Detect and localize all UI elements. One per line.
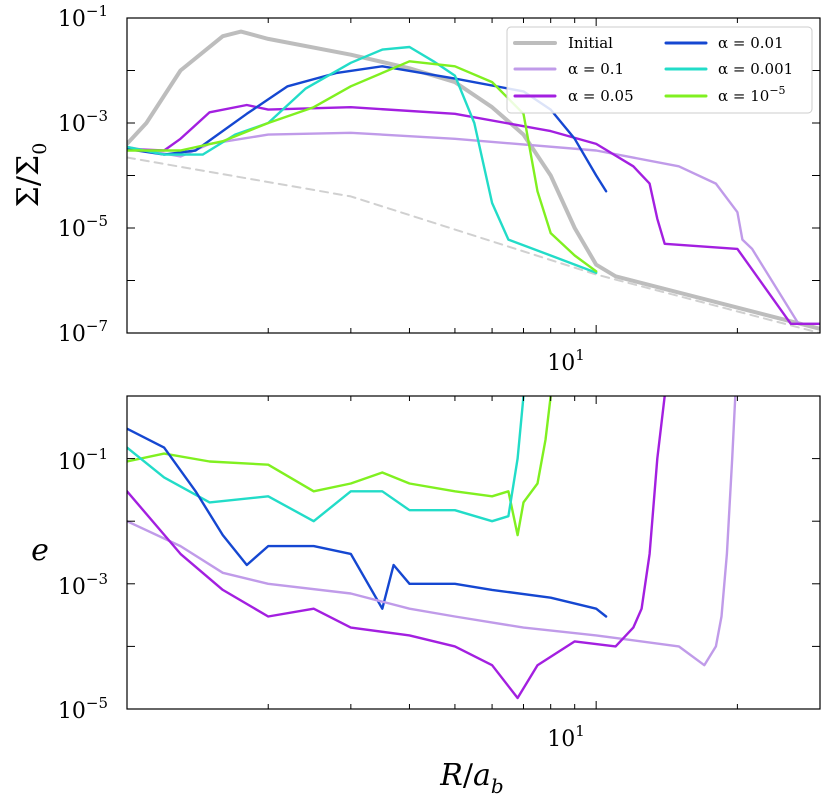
bottom-series-a01 [127, 396, 737, 667]
legend-label-initial: Initial [568, 34, 613, 52]
top-y-axis-label: Σ/Σ0 [11, 143, 51, 208]
bottom-panel: 10−1 10−3 10−5 101 e R/ab [31, 395, 821, 798]
top-series-a0001 [127, 45, 598, 274]
legend-label-a0001: α = 0.001 [718, 60, 793, 78]
bottom-ytick-label-1: 10−1 [58, 445, 108, 475]
bottom-series-a005 [127, 396, 666, 700]
bottom-x-axis-label: R/ab [439, 758, 503, 798]
bottom-y-axis-label: e [31, 533, 49, 568]
top-ytick-label-3: 10−5 [58, 212, 108, 242]
top-panel: 10−1 10−3 10−5 10−7 101 Σ/Σ0 Initial α =… [11, 2, 821, 376]
legend-label-a005: α = 0.05 [568, 87, 634, 105]
bottom-series-a0001 [127, 396, 525, 523]
top-series-a1e5 [127, 60, 598, 273]
top-series-group [127, 29, 820, 333]
legend-label-a1e5: α = 10−5 [718, 84, 786, 105]
top-series-reference [127, 156, 820, 333]
legend-box [506, 26, 813, 114]
top-series-a005 [127, 103, 820, 325]
top-xtick-label-10: 101 [547, 346, 585, 376]
legend-label-a001: α = 0.01 [718, 34, 784, 52]
legend: Initial α = 0.1 α = 0.05 α = 0.01 α = 0.… [506, 26, 813, 114]
bottom-ytick-label-3: 10−5 [58, 694, 108, 724]
bottom-plot-frame [126, 395, 821, 710]
bottom-series-a1e5 [127, 396, 552, 537]
bottom-ticks [126, 395, 821, 710]
bottom-xtick-label-10: 101 [547, 722, 585, 752]
bottom-series-group [127, 396, 737, 700]
top-ticks [126, 17, 821, 334]
top-series-a001 [127, 65, 608, 193]
legend-label-a01: α = 0.1 [568, 60, 624, 78]
bottom-plot-area [127, 396, 820, 709]
top-ytick-label-2: 10−3 [58, 107, 108, 137]
top-ytick-label-4: 10−7 [58, 317, 108, 347]
bottom-series-a001 [127, 427, 608, 618]
bottom-ytick-label-2: 10−3 [58, 570, 108, 600]
top-ytick-label-1: 10−1 [58, 2, 108, 32]
